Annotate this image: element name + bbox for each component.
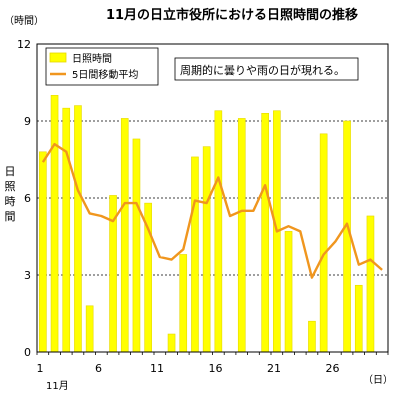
x-tick-labels: 1 6 11 16 21 26	[37, 362, 340, 375]
y-tick-label: 9	[24, 115, 31, 128]
x-axis-label: （日）	[363, 374, 393, 386]
y-tick-label: 12	[17, 38, 31, 51]
y-tick-labels: 0 3 6 9 12	[17, 38, 31, 359]
legend: 日照時間 5日間移動平均	[45, 47, 159, 86]
grid	[37, 120, 388, 276]
bar-day-24	[308, 320, 316, 353]
moving-average-line	[41, 142, 383, 279]
x-tick-label: 21	[267, 362, 281, 375]
bar-day-15	[202, 146, 211, 353]
bar-day-29	[366, 215, 375, 353]
y-tick-label: 6	[24, 192, 31, 205]
chart-title: 11月の日立市役所における日照時間の推移	[106, 7, 358, 23]
bar-day-3	[62, 107, 71, 353]
y-tick-label: 0	[24, 346, 31, 359]
bar-day-22	[284, 231, 293, 353]
bar-day-14	[191, 156, 199, 353]
bar-day-9	[132, 138, 141, 353]
bar-day-4	[74, 105, 82, 353]
x-tick-label: 16	[209, 362, 223, 375]
x-tick-label: 11	[150, 362, 164, 375]
bar-day-1	[39, 151, 47, 353]
bar-day-5	[85, 305, 94, 353]
bar-day-8	[120, 118, 129, 353]
legend-label-bars: 日照時間	[72, 53, 112, 65]
y-tick-label: 3	[24, 269, 31, 282]
bar-series	[39, 95, 375, 353]
x-tick-label: 6	[95, 362, 102, 375]
annotation-text: 周期的に曇りや雨の日が現れる。	[180, 63, 345, 77]
x-tick-label: 26	[326, 362, 340, 375]
bar-day-25	[319, 133, 328, 353]
y-axis-label: 日照時間	[5, 165, 16, 223]
y-axis-label-text: 日照時間	[5, 165, 16, 223]
legend-bar-swatch	[49, 52, 67, 63]
legend-label-line: 5日間移動平均	[72, 68, 138, 81]
bar-day-2	[50, 95, 59, 353]
y-unit-label: （時間）	[4, 15, 44, 27]
x-tick-label: 1	[37, 362, 44, 375]
bar-day-18	[237, 118, 246, 353]
bar-day-28	[354, 284, 363, 353]
axes	[36, 43, 389, 355]
annotation-box	[174, 57, 359, 81]
x-month-label: 11月	[46, 380, 69, 392]
bar-day-16	[214, 110, 223, 353]
annotation: 周期的に曇りや雨の日が現れる。	[174, 57, 359, 81]
moving-average-series	[41, 142, 383, 279]
bar-day-12	[167, 333, 176, 353]
bar-day-20	[261, 113, 269, 353]
bar-day-13	[179, 254, 188, 353]
